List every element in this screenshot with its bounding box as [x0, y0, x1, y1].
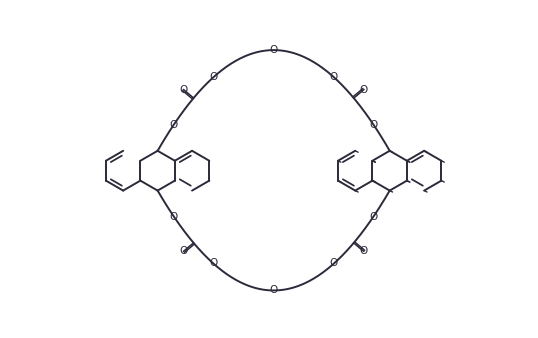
Text: O: O — [360, 246, 368, 257]
Text: O: O — [369, 212, 378, 222]
Text: O: O — [270, 45, 278, 55]
Text: O: O — [330, 259, 338, 268]
Text: O: O — [270, 286, 278, 295]
Text: O: O — [209, 72, 217, 82]
Text: O: O — [179, 246, 188, 257]
Text: O: O — [209, 259, 217, 268]
Text: O: O — [369, 120, 378, 129]
Text: O: O — [330, 72, 338, 82]
Text: O: O — [360, 84, 368, 95]
Text: O: O — [179, 84, 188, 95]
Text: O: O — [169, 212, 178, 222]
Text: O: O — [169, 120, 178, 129]
